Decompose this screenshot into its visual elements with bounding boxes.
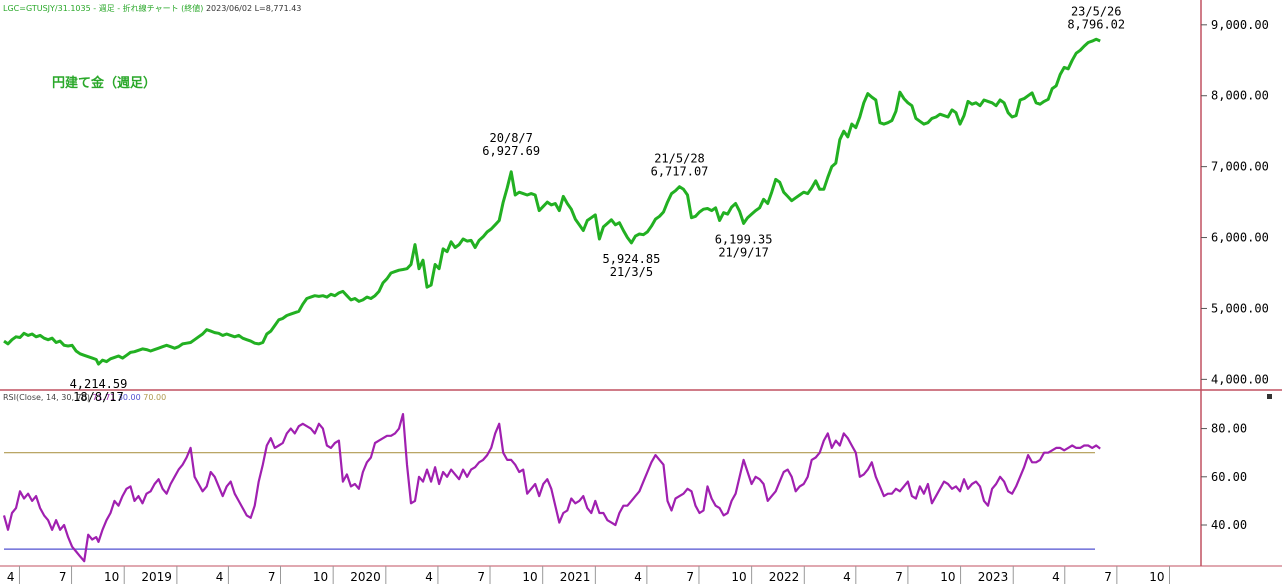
header-mode: (終値) [181, 3, 203, 13]
price-ytick-label: 8,000.00 [1211, 89, 1269, 103]
annotation-line2: 8,796.02 [1067, 17, 1125, 31]
x-tick-label: 2022 [769, 570, 800, 584]
x-tick-label: 10 [1149, 570, 1164, 584]
x-tick-label: 2021 [560, 570, 591, 584]
x-tick-label: 2019 [141, 570, 172, 584]
rsi-value-70: 70.00 [143, 393, 166, 402]
panel-toggle-icon[interactable] [1267, 394, 1272, 399]
price-ytick-label: 4,000.00 [1211, 372, 1269, 386]
header-last: L=8,771.43 [255, 4, 302, 13]
header-date: 2023/06/02 [206, 4, 252, 13]
rsi-value-current: 71.71 [92, 393, 115, 402]
annotation-line1: 23/5/26 [1071, 4, 1122, 18]
x-tick-label: 4 [634, 570, 642, 584]
x-tick-label: 7 [686, 570, 694, 584]
x-tick-label: 10 [104, 570, 119, 584]
price-ytick-label: 5,000.00 [1211, 301, 1269, 315]
price-ytick-label: 6,000.00 [1211, 231, 1269, 245]
x-tick-label: 7 [1104, 570, 1112, 584]
price-ytick-label: 9,000.00 [1211, 18, 1269, 32]
x-tick-label: 4 [216, 570, 224, 584]
x-tick-label: 2020 [350, 570, 381, 584]
x-tick-label: 4 [1052, 570, 1060, 584]
x-tick-label: 4 [843, 570, 851, 584]
annotation-line2: 21/9/17 [718, 245, 769, 259]
rsi-header: RSI(Close, 14, 30, 70) 71.71 30.00 70.00 [3, 393, 166, 402]
x-tick-label: 10 [731, 570, 746, 584]
annotation-line1: 20/8/7 [490, 131, 533, 145]
annotation-line1: 6,199.35 [715, 232, 773, 246]
x-tick-label: 10 [313, 570, 328, 584]
chart-title: 円建て金（週足） [52, 75, 156, 91]
annotation-line2: 21/3/5 [610, 265, 653, 279]
annotation-line2: 18/8/17 [73, 390, 124, 404]
x-tick-label: 7 [895, 570, 903, 584]
annotation-line1: 4,214.59 [70, 377, 128, 391]
header-sep2: - [117, 4, 120, 13]
header-period: 週足 [99, 4, 115, 13]
x-tick-label: 4 [7, 570, 15, 584]
price-line [3, 37, 1101, 366]
x-tick-label: 4 [425, 570, 433, 584]
annotation-line1: 5,924.85 [603, 252, 661, 266]
rsi-ytick-label: 60.00 [1211, 470, 1247, 484]
x-tick-label: 7 [59, 570, 67, 584]
annotation-line2: 6,717.07 [651, 165, 709, 179]
annotation-line1: 21/5/28 [654, 152, 705, 166]
x-tick-label: 2023 [978, 570, 1009, 584]
annotation-line2: 6,927.69 [482, 144, 540, 158]
header-sep1: - [93, 4, 96, 13]
header-symbol: LGC=GTUSJY/31.1035 [3, 4, 91, 13]
rsi-ytick-label: 40.00 [1211, 518, 1247, 532]
rsi-line [2, 413, 1101, 563]
x-tick-label: 10 [522, 570, 537, 584]
price-ytick-label: 7,000.00 [1211, 160, 1269, 174]
x-tick-label: 7 [268, 570, 276, 584]
x-tick-label: 7 [477, 570, 485, 584]
rsi-value-30: 30.00 [118, 393, 141, 402]
rsi-label: RSI(Close, 14, 30, 70) [3, 393, 90, 402]
header-chart-kind: 折れ線チャート [123, 3, 179, 13]
x-tick-label: 10 [940, 570, 955, 584]
header-main: LGC=GTUSJY/31.1035 - 週足 - 折れ線チャート (終値) 2… [3, 3, 301, 13]
rsi-ytick-label: 80.00 [1211, 422, 1247, 436]
